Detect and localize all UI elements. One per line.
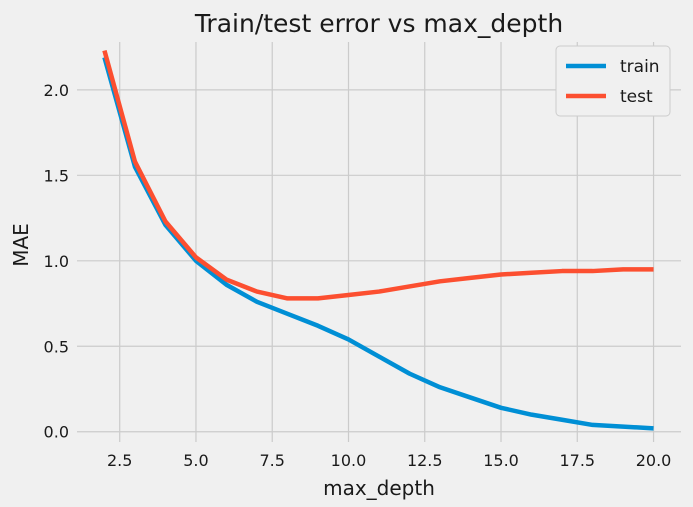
legend: train test: [555, 45, 671, 117]
x-tick-label: 7.5: [260, 451, 285, 470]
x-tick-label: 17.5: [559, 451, 595, 470]
chart-title: Train/test error vs max_depth: [194, 9, 563, 38]
x-axis-ticks: 2.5 5.0 7.5 10.0 12.5 15.0 17.5 20.0: [107, 451, 671, 470]
legend-box: [555, 45, 671, 117]
series-layer: [102, 49, 654, 431]
x-tick-label: 5.0: [183, 451, 208, 470]
y-tick-label: 0.0: [44, 423, 69, 442]
y-axis-ticks: 0.0 0.5 1.0 1.5 2.0: [44, 81, 69, 442]
legend-label-test: test: [620, 87, 653, 107]
y-tick-label: 1.5: [44, 166, 69, 185]
x-tick-label: 15.0: [483, 451, 519, 470]
x-tick-label: 12.5: [407, 451, 443, 470]
series-line-train: [102, 56, 654, 431]
x-tick-label: 20.0: [636, 451, 672, 470]
x-tick-label: 2.5: [107, 451, 132, 470]
y-tick-label: 0.5: [44, 337, 69, 356]
x-axis-title: max_depth: [323, 476, 435, 500]
y-tick-label: 2.0: [44, 81, 69, 100]
y-axis-title: MAE: [9, 223, 33, 267]
legend-label-train: train: [620, 57, 660, 77]
x-tick-label: 10.0: [331, 451, 367, 470]
series-line-test: [102, 49, 654, 301]
y-tick-label: 1.0: [44, 252, 69, 271]
